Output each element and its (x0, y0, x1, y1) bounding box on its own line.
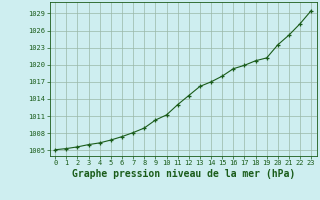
X-axis label: Graphe pression niveau de la mer (hPa): Graphe pression niveau de la mer (hPa) (72, 169, 295, 179)
